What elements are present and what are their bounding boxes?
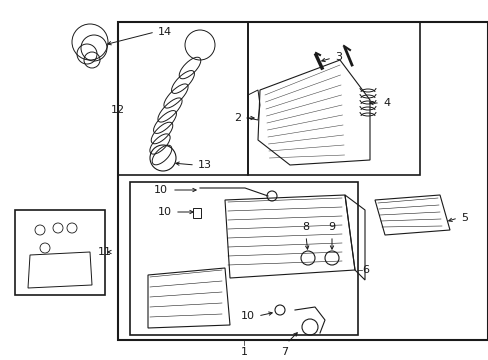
Bar [130,182,357,335]
Text: 8: 8 [302,222,309,232]
Text: 1: 1 [240,347,247,357]
Text: 4: 4 [382,98,389,108]
Text: 10: 10 [154,185,168,195]
Text: 12: 12 [111,105,125,115]
Text: 11: 11 [98,247,112,257]
Text: 6: 6 [361,265,368,275]
Text: 14: 14 [158,27,172,37]
Bar [247,22,419,175]
Text: 5: 5 [460,213,467,223]
Text: 9: 9 [328,222,335,232]
Text: 3: 3 [334,52,341,62]
Text: 2: 2 [233,113,241,123]
Bar [193,208,201,218]
Text: 13: 13 [198,160,212,170]
Bar [118,22,487,340]
Bar [118,22,247,175]
Text: 10: 10 [241,311,254,321]
Bar [15,210,105,295]
Text: 10: 10 [158,207,172,217]
Text: 7: 7 [281,347,288,357]
